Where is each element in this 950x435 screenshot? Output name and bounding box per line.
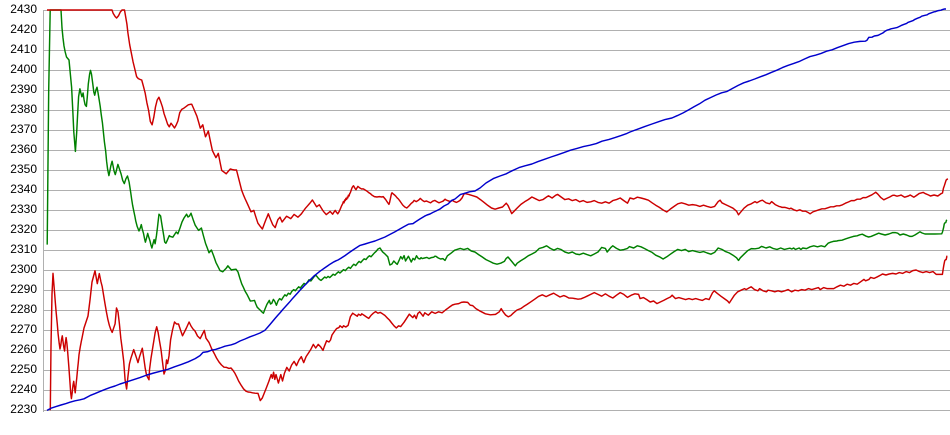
svg-text:2340: 2340 — [10, 182, 37, 196]
svg-text:2360: 2360 — [10, 142, 37, 156]
svg-text:2260: 2260 — [10, 342, 37, 356]
svg-text:2310: 2310 — [10, 242, 37, 256]
svg-text:2300: 2300 — [10, 262, 37, 276]
svg-text:2250: 2250 — [10, 362, 37, 376]
svg-text:2400: 2400 — [10, 62, 37, 76]
svg-text:2280: 2280 — [10, 302, 37, 316]
svg-text:2240: 2240 — [10, 382, 37, 396]
svg-text:2370: 2370 — [10, 122, 37, 136]
svg-text:2330: 2330 — [10, 202, 37, 216]
svg-text:2410: 2410 — [10, 42, 37, 56]
svg-text:2230: 2230 — [10, 402, 37, 416]
svg-text:2290: 2290 — [10, 282, 37, 296]
svg-text:2270: 2270 — [10, 322, 37, 336]
svg-text:2430: 2430 — [10, 2, 37, 16]
svg-text:2350: 2350 — [10, 162, 37, 176]
svg-text:2390: 2390 — [10, 82, 37, 96]
svg-text:2320: 2320 — [10, 222, 37, 236]
svg-text:2380: 2380 — [10, 102, 37, 116]
svg-text:2420: 2420 — [10, 22, 37, 36]
